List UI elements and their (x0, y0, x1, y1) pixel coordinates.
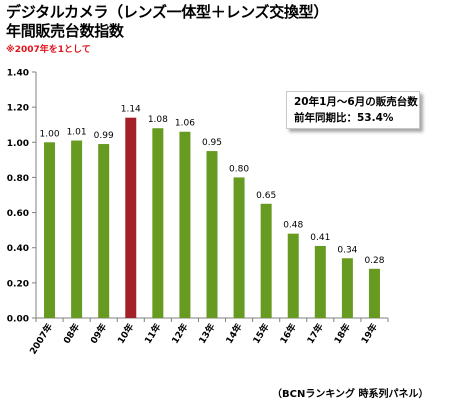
bar (71, 140, 83, 318)
baseline-note: ※2007年を1として (6, 45, 91, 55)
data-label: 1.14 (121, 105, 141, 115)
y-tick-label: 1.20 (7, 104, 29, 114)
bar (341, 258, 353, 318)
y-tick-label: 1.00 (7, 139, 29, 149)
x-tick-label: 14年 (223, 321, 245, 346)
x-tick-label: 16年 (277, 321, 299, 346)
data-label: 0.99 (94, 131, 114, 141)
bar (260, 203, 272, 318)
y-tick-label: 0.40 (7, 244, 29, 254)
bar (287, 233, 299, 318)
x-tick-label: 2007年 (27, 321, 55, 356)
info-box-line2: 前年同期比：53.4% (294, 112, 394, 124)
chart-title-line1: デジタルカメラ（レンズ一体型＋レンズ交換型） (6, 3, 329, 21)
bar (206, 151, 218, 318)
bar (314, 245, 326, 318)
x-tick-label: 12年 (169, 321, 191, 346)
bar (368, 268, 380, 318)
x-tick-label: 13年 (196, 321, 218, 346)
x-tick-label: 10年 (115, 321, 137, 346)
data-label: 0.28 (364, 256, 384, 266)
x-tick-label: 17年 (304, 321, 326, 346)
x-tick-label: 15年 (250, 321, 272, 346)
data-label: 1.06 (175, 119, 195, 129)
bar (179, 131, 191, 318)
x-tick-label: 11年 (142, 321, 164, 346)
bar (98, 144, 110, 318)
x-tick-label: 18年 (331, 321, 353, 346)
data-label: 0.41 (310, 233, 330, 243)
x-tick-label: 08年 (61, 321, 83, 346)
data-label: 0.95 (202, 138, 222, 148)
data-label: 0.48 (283, 221, 303, 231)
bar (125, 117, 137, 318)
info-box: 20年1月～6月の販売台数 前年同期比：53.4% (286, 91, 420, 129)
chart-title-line2: 年間販売台数指数 (6, 22, 124, 40)
data-label: 0.80 (229, 164, 249, 174)
data-label: 1.08 (148, 115, 168, 125)
y-tick-label: 0.00 (7, 315, 29, 325)
bar (152, 128, 164, 318)
data-label: 0.34 (337, 245, 357, 255)
source-credit: （BCNランキング 時系列パネル） (272, 389, 429, 400)
x-tick-label: 09年 (88, 321, 110, 346)
data-label: 1.00 (40, 129, 60, 139)
y-tick-label: 0.20 (7, 279, 29, 289)
info-box-line1: 20年1月～6月の販売台数 (294, 96, 418, 108)
bar (233, 177, 245, 318)
data-label: 0.65 (256, 191, 276, 201)
x-tick-label: 19年 (358, 321, 380, 346)
y-tick-label: 0.80 (7, 174, 29, 184)
data-label: 1.01 (67, 128, 87, 138)
y-tick-label: 0.60 (7, 209, 29, 219)
bar (44, 142, 56, 318)
y-tick-label: 1.40 (7, 69, 29, 79)
